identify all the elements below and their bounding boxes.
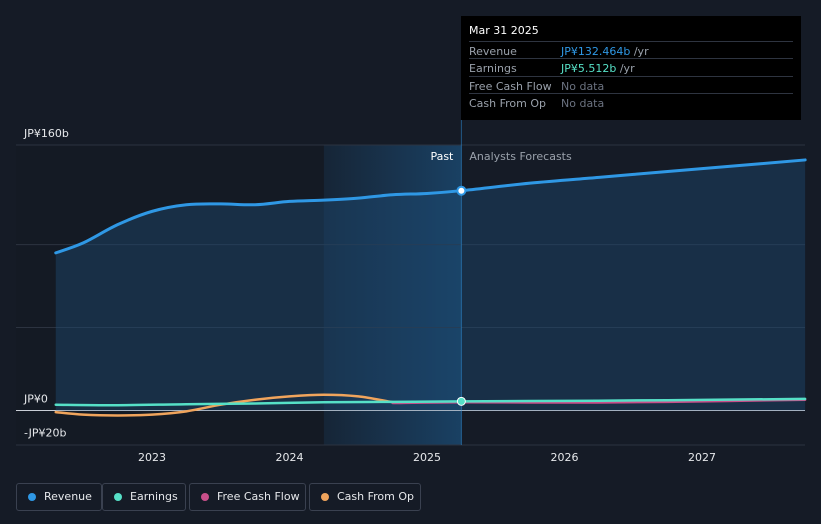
tooltip-row-revenue: Revenue JP¥132.464b /yr bbox=[469, 41, 793, 59]
tooltip-row-free-cash-flow: Free Cash Flow No data bbox=[469, 76, 793, 94]
tooltip-unit: /yr bbox=[630, 45, 649, 58]
y-tick-label: -JP¥20b bbox=[24, 427, 66, 440]
tooltip-label: Cash From Op bbox=[469, 97, 547, 110]
tooltip-amount: JP¥132.464b bbox=[561, 45, 631, 58]
legend-item-earnings[interactable]: Earnings bbox=[102, 483, 186, 511]
tooltip-label: Revenue bbox=[469, 45, 517, 58]
x-tick-label: 2027 bbox=[688, 451, 716, 464]
revenue-area bbox=[55, 159, 806, 411]
series-line-earnings bbox=[54, 397, 807, 407]
legend-label: Earnings bbox=[130, 490, 178, 503]
x-tick-label: 2024 bbox=[276, 451, 304, 464]
data-tooltip: Mar 31 2025 Revenue JP¥132.464b /yr Earn… bbox=[461, 16, 801, 120]
legend-item-cash-from-op[interactable]: Cash From Op bbox=[309, 483, 421, 511]
legend-dot-icon bbox=[201, 493, 209, 501]
tooltip-date: Mar 31 2025 bbox=[469, 24, 539, 37]
tooltip-label: Free Cash Flow bbox=[469, 80, 552, 93]
forecast-label: Analysts Forecasts bbox=[469, 150, 572, 163]
x-tick-label: 2023 bbox=[138, 451, 166, 464]
tooltip-unit: /yr bbox=[616, 62, 635, 75]
tooltip-row-earnings: Earnings JP¥5.512b /yr bbox=[469, 58, 793, 76]
legend-item-free-cash-flow[interactable]: Free Cash Flow bbox=[189, 483, 306, 511]
y-tick-label: JP¥160b bbox=[23, 127, 69, 140]
series-line-revenue bbox=[54, 158, 807, 255]
legend-dot-icon bbox=[114, 493, 122, 501]
tooltip-label: Earnings bbox=[469, 62, 517, 75]
earnings-marker bbox=[456, 396, 466, 406]
legend-item-revenue[interactable]: Revenue bbox=[16, 483, 102, 511]
y-tick-label: JP¥0 bbox=[23, 393, 48, 406]
legend-label: Revenue bbox=[44, 490, 92, 503]
tooltip-amount: JP¥5.512b bbox=[561, 62, 617, 75]
tooltip-row-cash-from-op: Cash From Op No data bbox=[469, 93, 793, 111]
tooltip-value: JP¥5.512b /yr bbox=[561, 62, 635, 75]
tooltip-value: JP¥132.464b /yr bbox=[561, 45, 649, 58]
past-label: Past bbox=[430, 150, 454, 163]
legend-dot-icon bbox=[321, 493, 329, 501]
revenue-marker bbox=[456, 185, 467, 196]
tooltip-value: No data bbox=[561, 97, 605, 110]
past-background bbox=[16, 145, 324, 445]
legend-dot-icon bbox=[28, 493, 36, 501]
x-tick-label: 2025 bbox=[413, 451, 441, 464]
tooltip-value: No data bbox=[561, 80, 605, 93]
legend-label: Cash From Op bbox=[337, 490, 415, 503]
x-tick-label: 2026 bbox=[551, 451, 579, 464]
legend-label: Free Cash Flow bbox=[217, 490, 300, 503]
